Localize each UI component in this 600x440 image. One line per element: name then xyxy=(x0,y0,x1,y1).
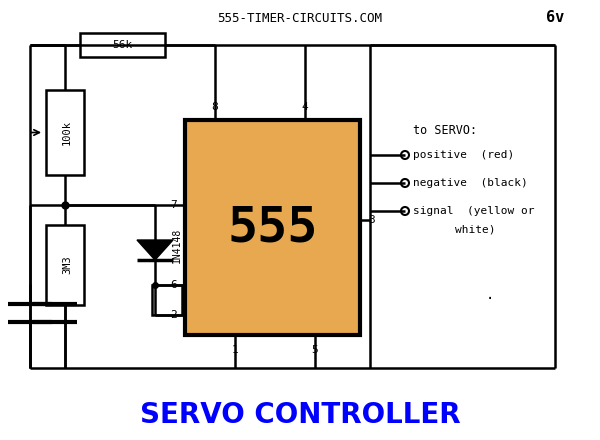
Text: 2: 2 xyxy=(170,310,177,320)
Text: 8: 8 xyxy=(212,102,218,112)
Text: 6: 6 xyxy=(170,280,177,290)
Bar xyxy=(152,285,182,315)
Text: negative  (black): negative (black) xyxy=(413,178,528,188)
Text: 7: 7 xyxy=(170,200,177,210)
Text: 5: 5 xyxy=(311,345,319,355)
Text: 4: 4 xyxy=(302,102,308,112)
Text: 6v: 6v xyxy=(546,11,564,26)
Text: 1: 1 xyxy=(232,345,238,355)
Polygon shape xyxy=(137,240,173,260)
Text: to SERVO:: to SERVO: xyxy=(413,124,477,136)
Text: .: . xyxy=(486,288,494,302)
Text: 3M3: 3M3 xyxy=(62,256,72,275)
Bar xyxy=(46,90,84,175)
Bar xyxy=(46,225,84,305)
Text: 56k: 56k xyxy=(112,40,133,50)
Text: 3: 3 xyxy=(368,215,375,225)
Text: positive  (red): positive (red) xyxy=(413,150,514,160)
Text: 555: 555 xyxy=(227,203,317,252)
Text: 1N4148: 1N4148 xyxy=(172,227,182,263)
Text: signal  (yellow or: signal (yellow or xyxy=(413,206,535,216)
Text: 555-TIMER-CIRCUITS.COM: 555-TIMER-CIRCUITS.COM xyxy=(218,11,383,25)
Text: 100k: 100k xyxy=(62,120,72,145)
Text: SERVO CONTROLLER: SERVO CONTROLLER xyxy=(140,401,460,429)
Bar xyxy=(80,33,165,57)
Text: white): white) xyxy=(455,224,496,234)
Bar xyxy=(185,120,360,335)
